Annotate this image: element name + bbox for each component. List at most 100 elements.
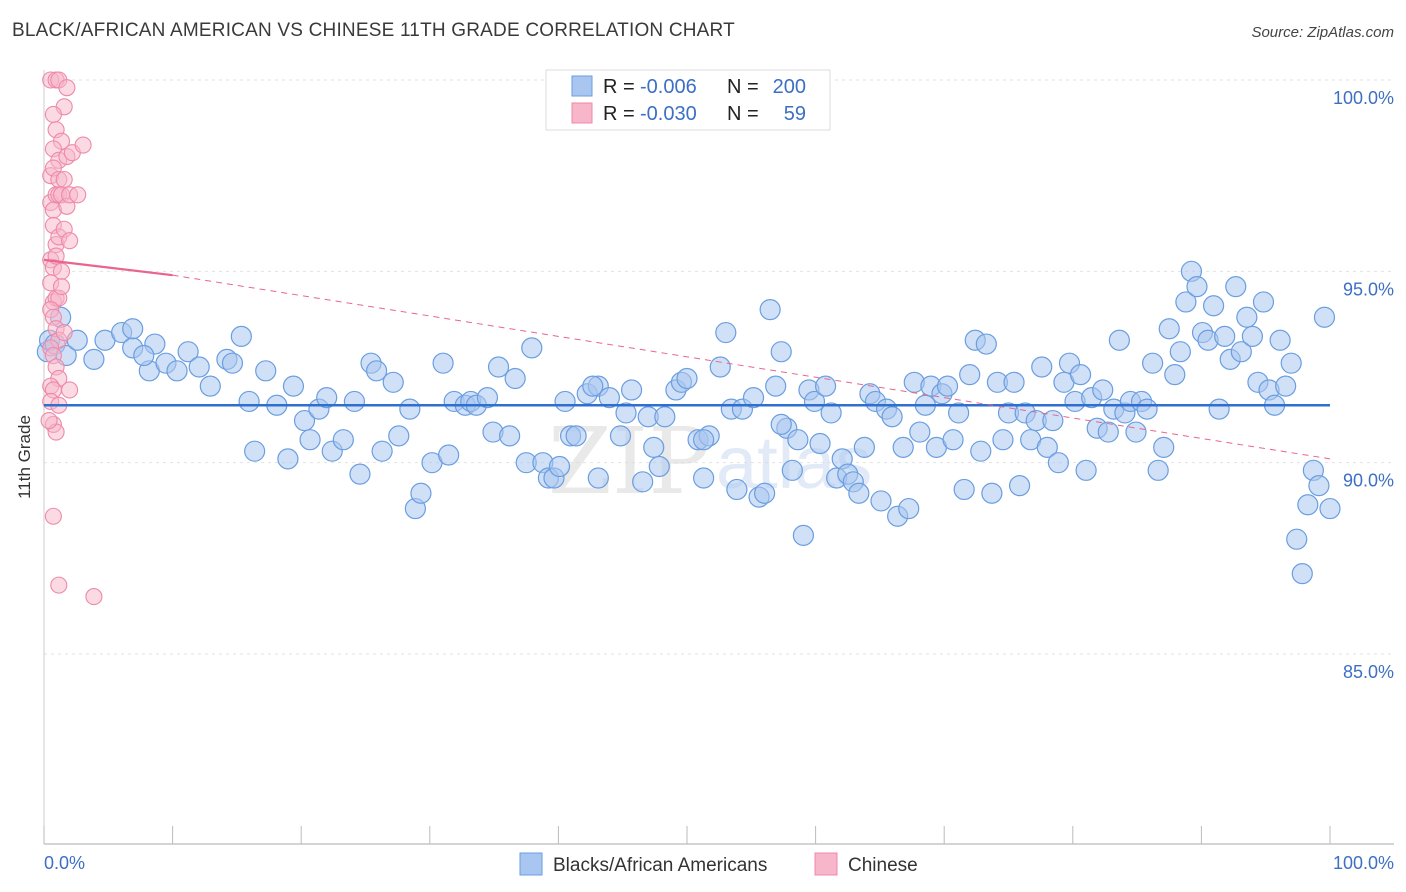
data-point-blacks: [781, 459, 803, 481]
data-point-blacks: [820, 402, 842, 424]
data-point-blacks: [1291, 563, 1313, 585]
bottom-legend-label-blacks: Blacks/African Americans: [553, 855, 767, 876]
legend-swatch-chinese: [571, 102, 593, 124]
data-point-blacks: [199, 375, 221, 397]
data-point-blacks: [620, 379, 643, 401]
data-point-chinese: [55, 170, 73, 189]
data-point-blacks: [881, 406, 903, 428]
data-point-blacks: [942, 429, 964, 451]
y-tick-label: 95.0%: [1343, 279, 1394, 299]
data-point-blacks: [1313, 306, 1336, 328]
data-point-blacks: [1169, 341, 1191, 363]
legend-n-label: N =: [727, 103, 759, 125]
data-point-blacks: [765, 375, 787, 397]
data-point-blacks: [255, 360, 277, 382]
data-point-blacks: [1047, 452, 1069, 474]
data-point-blacks: [936, 375, 959, 397]
data-point-blacks: [1003, 371, 1025, 393]
data-point-blacks: [432, 352, 454, 374]
data-point-blacks: [909, 421, 931, 443]
data-point-blacks: [548, 455, 571, 478]
legend-n-value: 200: [773, 76, 806, 98]
data-point-chinese: [74, 136, 92, 154]
data-point-blacks: [1319, 497, 1341, 520]
chart-title: BLACK/AFRICAN AMERICAN VS CHINESE 11TH G…: [12, 20, 735, 41]
data-point-blacks: [615, 402, 637, 424]
data-point-blacks: [598, 387, 620, 409]
data-point-blacks: [654, 406, 676, 428]
data-point-blacks: [953, 478, 975, 501]
data-point-blacks: [992, 429, 1014, 451]
data-point-blacks: [487, 356, 510, 378]
data-point-blacks: [565, 425, 587, 447]
data-point-blacks: [1142, 352, 1164, 374]
data-point-blacks: [1036, 436, 1058, 458]
data-point-blacks: [349, 463, 371, 485]
data-point-blacks: [959, 364, 981, 386]
data-point-blacks: [754, 482, 776, 504]
watermark-zip: ZIP: [548, 408, 710, 515]
data-point-blacks: [1269, 329, 1291, 351]
data-point-blacks: [1153, 436, 1175, 458]
data-point-blacks: [975, 333, 997, 355]
data-point-blacks: [1147, 459, 1169, 481]
data-point-blacks: [504, 367, 526, 390]
data-point-blacks: [981, 482, 1003, 504]
data-point-blacks: [770, 413, 792, 435]
x-tick-label: 0.0%: [44, 853, 85, 873]
series-legend: Blacks/African Americans Chinese: [519, 852, 918, 876]
data-point-blacks: [609, 425, 632, 447]
data-point-blacks: [410, 482, 432, 504]
data-point-blacks: [848, 482, 870, 504]
y-axis-title: 11th Grade: [15, 415, 34, 499]
data-point-blacks: [715, 321, 737, 344]
data-point-chinese: [50, 576, 68, 594]
data-point-blacks: [1236, 306, 1258, 328]
data-point-blacks: [970, 440, 992, 462]
y-tick-label: 100.0%: [1333, 88, 1394, 108]
data-point-chinese: [44, 105, 62, 123]
data-point-blacks: [365, 360, 388, 382]
data-point-blacks: [1158, 318, 1180, 340]
data-point-chinese: [55, 324, 73, 342]
data-point-blacks: [1280, 352, 1302, 374]
data-point-blacks: [1214, 325, 1236, 347]
data-point-blacks: [1108, 329, 1130, 351]
data-point-blacks: [83, 348, 105, 370]
legend-r-value: -0.030: [640, 103, 697, 125]
data-point-blacks: [230, 325, 252, 347]
y-tick-label: 90.0%: [1343, 471, 1394, 491]
data-point-blacks: [299, 429, 321, 451]
data-point-blacks: [221, 352, 244, 374]
legend-n-label: N =: [727, 76, 759, 98]
data-point-chinese: [61, 381, 79, 399]
data-point-blacks: [554, 390, 576, 413]
data-point-blacks: [244, 440, 266, 462]
data-point-blacks: [238, 390, 260, 413]
data-point-blacks: [388, 425, 410, 447]
stats-legend: R = -0.006 N = 200 R = -0.030 N = 59: [545, 69, 831, 131]
bottom-legend-label-chinese: Chinese: [848, 855, 918, 876]
x-tick-label: 100.0%: [1333, 853, 1394, 873]
axes: [43, 70, 1394, 845]
data-point-chinese: [61, 232, 79, 250]
data-point-blacks: [282, 375, 305, 397]
data-point-blacks: [332, 429, 354, 451]
data-point-chinese: [44, 507, 62, 525]
data-point-blacks: [693, 467, 715, 489]
data-point-blacks: [742, 387, 765, 409]
data-point-blacks: [133, 344, 155, 367]
data-point-blacks: [1075, 459, 1097, 481]
data-point-blacks: [648, 455, 670, 478]
y-tick-labels: 100.0% 95.0% 90.0% 85.0%: [1333, 88, 1394, 682]
data-point-blacks: [1175, 291, 1197, 313]
data-point-blacks: [122, 318, 144, 340]
data-point-blacks: [759, 299, 781, 321]
data-point-blacks: [166, 360, 188, 382]
data-point-blacks: [1308, 475, 1330, 497]
data-point-blacks: [770, 341, 792, 363]
watermark: ZIP atlas: [548, 408, 872, 515]
data-point-blacks: [892, 436, 914, 458]
data-point-blacks: [787, 429, 809, 451]
legend-r-value: -0.006: [640, 76, 697, 98]
